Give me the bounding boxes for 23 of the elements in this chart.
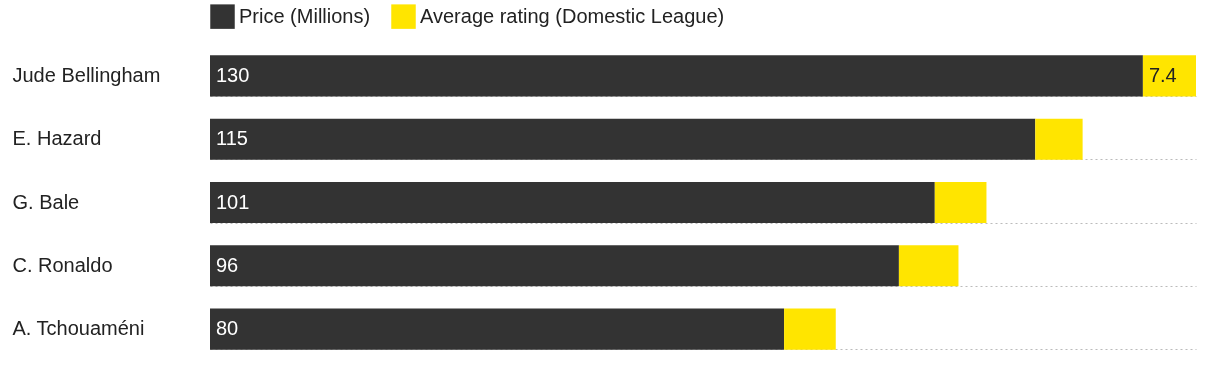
y-tick-label: G. Bale — [12, 190, 80, 213]
data-label: 96 — [216, 253, 239, 276]
bar — [1142, 55, 1196, 97]
bar — [210, 181, 935, 224]
y-tick-label: E. Hazard — [12, 127, 102, 150]
bar — [210, 118, 1036, 160]
legend-label: Price (Millions) — [239, 4, 371, 27]
legend-label: Average rating (Domestic League) — [420, 4, 725, 27]
bar — [210, 245, 899, 287]
bar — [1035, 118, 1083, 160]
data-label: 7.4 — [1148, 63, 1177, 86]
bar — [210, 55, 1143, 97]
bar — [210, 308, 785, 350]
y-tick-label: A. Tchouaméni — [12, 317, 145, 340]
data-label: 101 — [216, 190, 250, 213]
bar — [898, 245, 959, 287]
y-tick-label: Jude Bellingham — [12, 63, 161, 86]
data-label: 80 — [216, 317, 239, 340]
bar — [934, 181, 987, 224]
data-label: 115 — [216, 127, 248, 150]
bar — [784, 308, 836, 350]
y-tick-label: C. Ronaldo — [12, 253, 113, 276]
data-label: 130 — [216, 63, 250, 86]
